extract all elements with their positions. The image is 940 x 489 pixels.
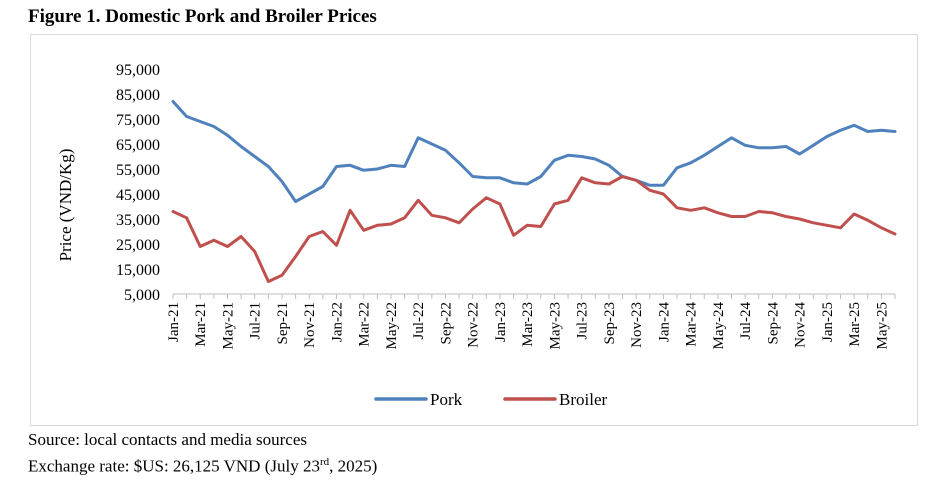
y-tick-label: 15,000 (116, 262, 160, 279)
chart-container: 5,000 15,000 25,000 35,000 45,000 55,000 65,00… (30, 34, 918, 426)
x-tick-label: Mar-23 (520, 302, 536, 347)
x-tick-label: Nov-21 (302, 302, 318, 348)
x-tick-label: Jan-22 (329, 302, 345, 342)
y-tick-label: 55,000 (116, 162, 160, 179)
x-tick-label: Sep-23 (602, 302, 618, 345)
x-tick-label: Nov-22 (466, 302, 482, 348)
y-axis-ticks: 5,000 15,000 25,000 35,000 45,000 55,000 65,00… (116, 62, 160, 304)
x-tick-label: Mar-24 (684, 302, 700, 347)
x-tick-label: May-22 (384, 302, 400, 350)
y-axis-label: Price (VND/Kg) (56, 149, 75, 262)
y-tick-label: 65,000 (116, 137, 160, 154)
y-tick-label: 5,000 (124, 287, 160, 304)
x-tick-label: Jan-25 (820, 302, 836, 342)
exchange-rate-superscript: rd (319, 456, 330, 468)
x-tick-label: Nov-23 (629, 302, 645, 348)
x-tick-label: Mar-25 (847, 302, 863, 347)
y-tick-label: 85,000 (116, 87, 160, 104)
x-tick-label: Jul-24 (738, 302, 754, 340)
x-tick-label: Jul-21 (248, 302, 264, 340)
source-note: Source: local contacts and media sources (28, 430, 307, 449)
x-tick-label: Sep-24 (765, 302, 781, 345)
x-tick-label: May-24 (711, 302, 727, 350)
legend-label-pork: Pork (430, 390, 463, 409)
y-tick-label: 25,000 (116, 237, 160, 254)
series-line-broiler (171, 175, 897, 283)
x-tick-label: May-21 (220, 302, 236, 350)
series-lines (171, 100, 897, 283)
x-tick-label: Jan-24 (656, 302, 672, 342)
x-tick-label: May-25 (874, 302, 890, 350)
x-tick-label: Sep-21 (275, 302, 291, 345)
x-tick-label: Mar-21 (193, 302, 209, 347)
y-tick-label: 35,000 (116, 212, 160, 229)
x-axis-ticks: Jan-21 Mar-21 May-21 Jul-21 Sep-21 Nov-21 Jan-… (166, 294, 896, 350)
x-tick-label: Jan-21 (166, 302, 182, 342)
x-tick-label: Nov-24 (793, 302, 809, 348)
x-tick-label: Mar-22 (357, 302, 373, 347)
x-tick-label: May-23 (547, 302, 563, 350)
legend: Pork Broiler (374, 390, 607, 409)
figure-title: Figure 1. Domestic Pork and Broiler Pric… (28, 6, 377, 27)
series-line-pork (171, 100, 897, 203)
x-tick-label: Jul-22 (411, 302, 427, 340)
y-tick-label: 95,000 (116, 62, 160, 79)
line-chart: 5,000 15,000 25,000 35,000 45,000 55,000 65,00… (56, 62, 897, 409)
x-tick-label: Sep-22 (438, 302, 454, 345)
exchange-rate-suffix: , 2025) (329, 456, 378, 476)
y-tick-label: 45,000 (116, 187, 160, 204)
legend-label-broiler: Broiler (559, 390, 607, 409)
x-tick-label: Jul-23 (575, 302, 591, 340)
exchange-rate-prefix: Exchange rate: $US: 26,125 VND (July 23 (28, 456, 320, 476)
y-tick-label: 75,000 (116, 112, 160, 129)
exchange-rate-note: Exchange rate: $US: 26,125 VND (July 23r… (28, 456, 377, 477)
x-tick-label: Jan-23 (493, 302, 509, 342)
